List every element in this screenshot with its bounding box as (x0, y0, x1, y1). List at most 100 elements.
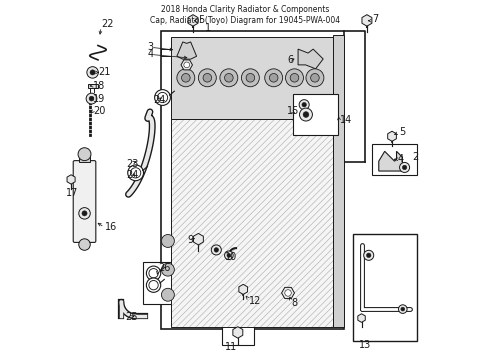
Circle shape (246, 73, 255, 82)
Text: 4: 4 (147, 49, 153, 59)
Circle shape (214, 248, 219, 252)
Polygon shape (298, 49, 323, 69)
Text: 14: 14 (340, 115, 352, 125)
Circle shape (402, 165, 407, 170)
Circle shape (155, 90, 171, 105)
Text: 15: 15 (287, 106, 299, 116)
Circle shape (86, 93, 97, 104)
Text: 20: 20 (93, 106, 106, 116)
Circle shape (303, 112, 309, 117)
Circle shape (203, 73, 212, 82)
Text: 10: 10 (225, 252, 238, 262)
Circle shape (90, 70, 95, 75)
Circle shape (184, 62, 190, 68)
Bar (161, 31, 343, 329)
Circle shape (79, 239, 90, 250)
Bar (172, 37, 333, 119)
Bar (372, 144, 417, 175)
Text: 8: 8 (292, 298, 298, 308)
Polygon shape (282, 287, 294, 298)
Text: 2: 2 (413, 152, 419, 162)
Text: 12: 12 (248, 296, 261, 306)
Text: 25: 25 (125, 312, 137, 322)
Circle shape (211, 245, 221, 255)
Circle shape (130, 168, 141, 178)
Circle shape (82, 211, 87, 216)
Polygon shape (233, 327, 243, 338)
Bar (88, 84, 98, 88)
Polygon shape (177, 42, 196, 59)
Bar (78, 154, 91, 162)
Circle shape (364, 250, 374, 260)
Text: 5: 5 (198, 15, 205, 25)
Circle shape (224, 73, 233, 82)
Circle shape (285, 290, 291, 296)
Circle shape (270, 73, 278, 82)
Polygon shape (358, 314, 365, 322)
Circle shape (286, 69, 303, 87)
Polygon shape (188, 15, 198, 26)
Text: 7: 7 (372, 14, 379, 24)
Text: 1: 1 (204, 23, 211, 33)
Bar (143, 262, 179, 304)
Text: 6: 6 (287, 55, 293, 65)
Circle shape (79, 208, 90, 219)
Text: 13: 13 (359, 340, 371, 350)
Text: 26: 26 (158, 263, 171, 273)
Text: 3: 3 (147, 42, 153, 52)
Circle shape (157, 93, 168, 103)
Text: 18: 18 (93, 81, 105, 91)
Bar (221, 318, 254, 345)
Circle shape (224, 251, 233, 260)
Circle shape (265, 69, 283, 87)
Circle shape (311, 73, 319, 82)
Polygon shape (239, 284, 247, 294)
Circle shape (128, 165, 144, 181)
Circle shape (87, 67, 98, 78)
Circle shape (149, 269, 158, 278)
Circle shape (149, 280, 158, 290)
Circle shape (367, 253, 371, 257)
Text: 19: 19 (93, 94, 105, 104)
Text: 21: 21 (98, 67, 111, 77)
Circle shape (181, 73, 190, 82)
Bar (172, 119, 333, 327)
Circle shape (161, 234, 174, 247)
Text: 23: 23 (126, 159, 138, 169)
Circle shape (147, 266, 161, 280)
Bar (294, 94, 338, 135)
Text: 5: 5 (399, 127, 405, 136)
Circle shape (290, 73, 299, 82)
Circle shape (401, 307, 405, 311)
Circle shape (161, 288, 174, 301)
Circle shape (198, 69, 216, 87)
Polygon shape (181, 60, 193, 70)
Text: 2018 Honda Clarity Radiator & Components
Cap, Radiator (Toyo) Diagram for 19045-: 2018 Honda Clarity Radiator & Components… (150, 5, 340, 25)
Text: 11: 11 (224, 342, 237, 352)
Circle shape (299, 108, 313, 121)
Circle shape (242, 69, 259, 87)
Circle shape (220, 69, 238, 87)
Circle shape (227, 253, 231, 257)
Circle shape (299, 100, 309, 110)
Bar (353, 234, 417, 341)
Polygon shape (362, 15, 372, 26)
FancyBboxPatch shape (73, 161, 96, 242)
Circle shape (78, 148, 91, 161)
Bar (172, 119, 333, 327)
Circle shape (306, 69, 324, 87)
Circle shape (89, 96, 94, 101)
Circle shape (302, 103, 306, 107)
Polygon shape (194, 233, 203, 245)
Text: 16: 16 (105, 222, 118, 232)
Polygon shape (379, 151, 402, 171)
Circle shape (177, 69, 195, 87)
Circle shape (398, 305, 407, 314)
Polygon shape (67, 175, 75, 184)
Circle shape (399, 162, 410, 172)
Bar (333, 35, 343, 327)
Text: 22: 22 (101, 19, 113, 29)
Text: 9: 9 (188, 235, 194, 245)
Text: 17: 17 (66, 188, 78, 198)
Circle shape (147, 278, 161, 292)
